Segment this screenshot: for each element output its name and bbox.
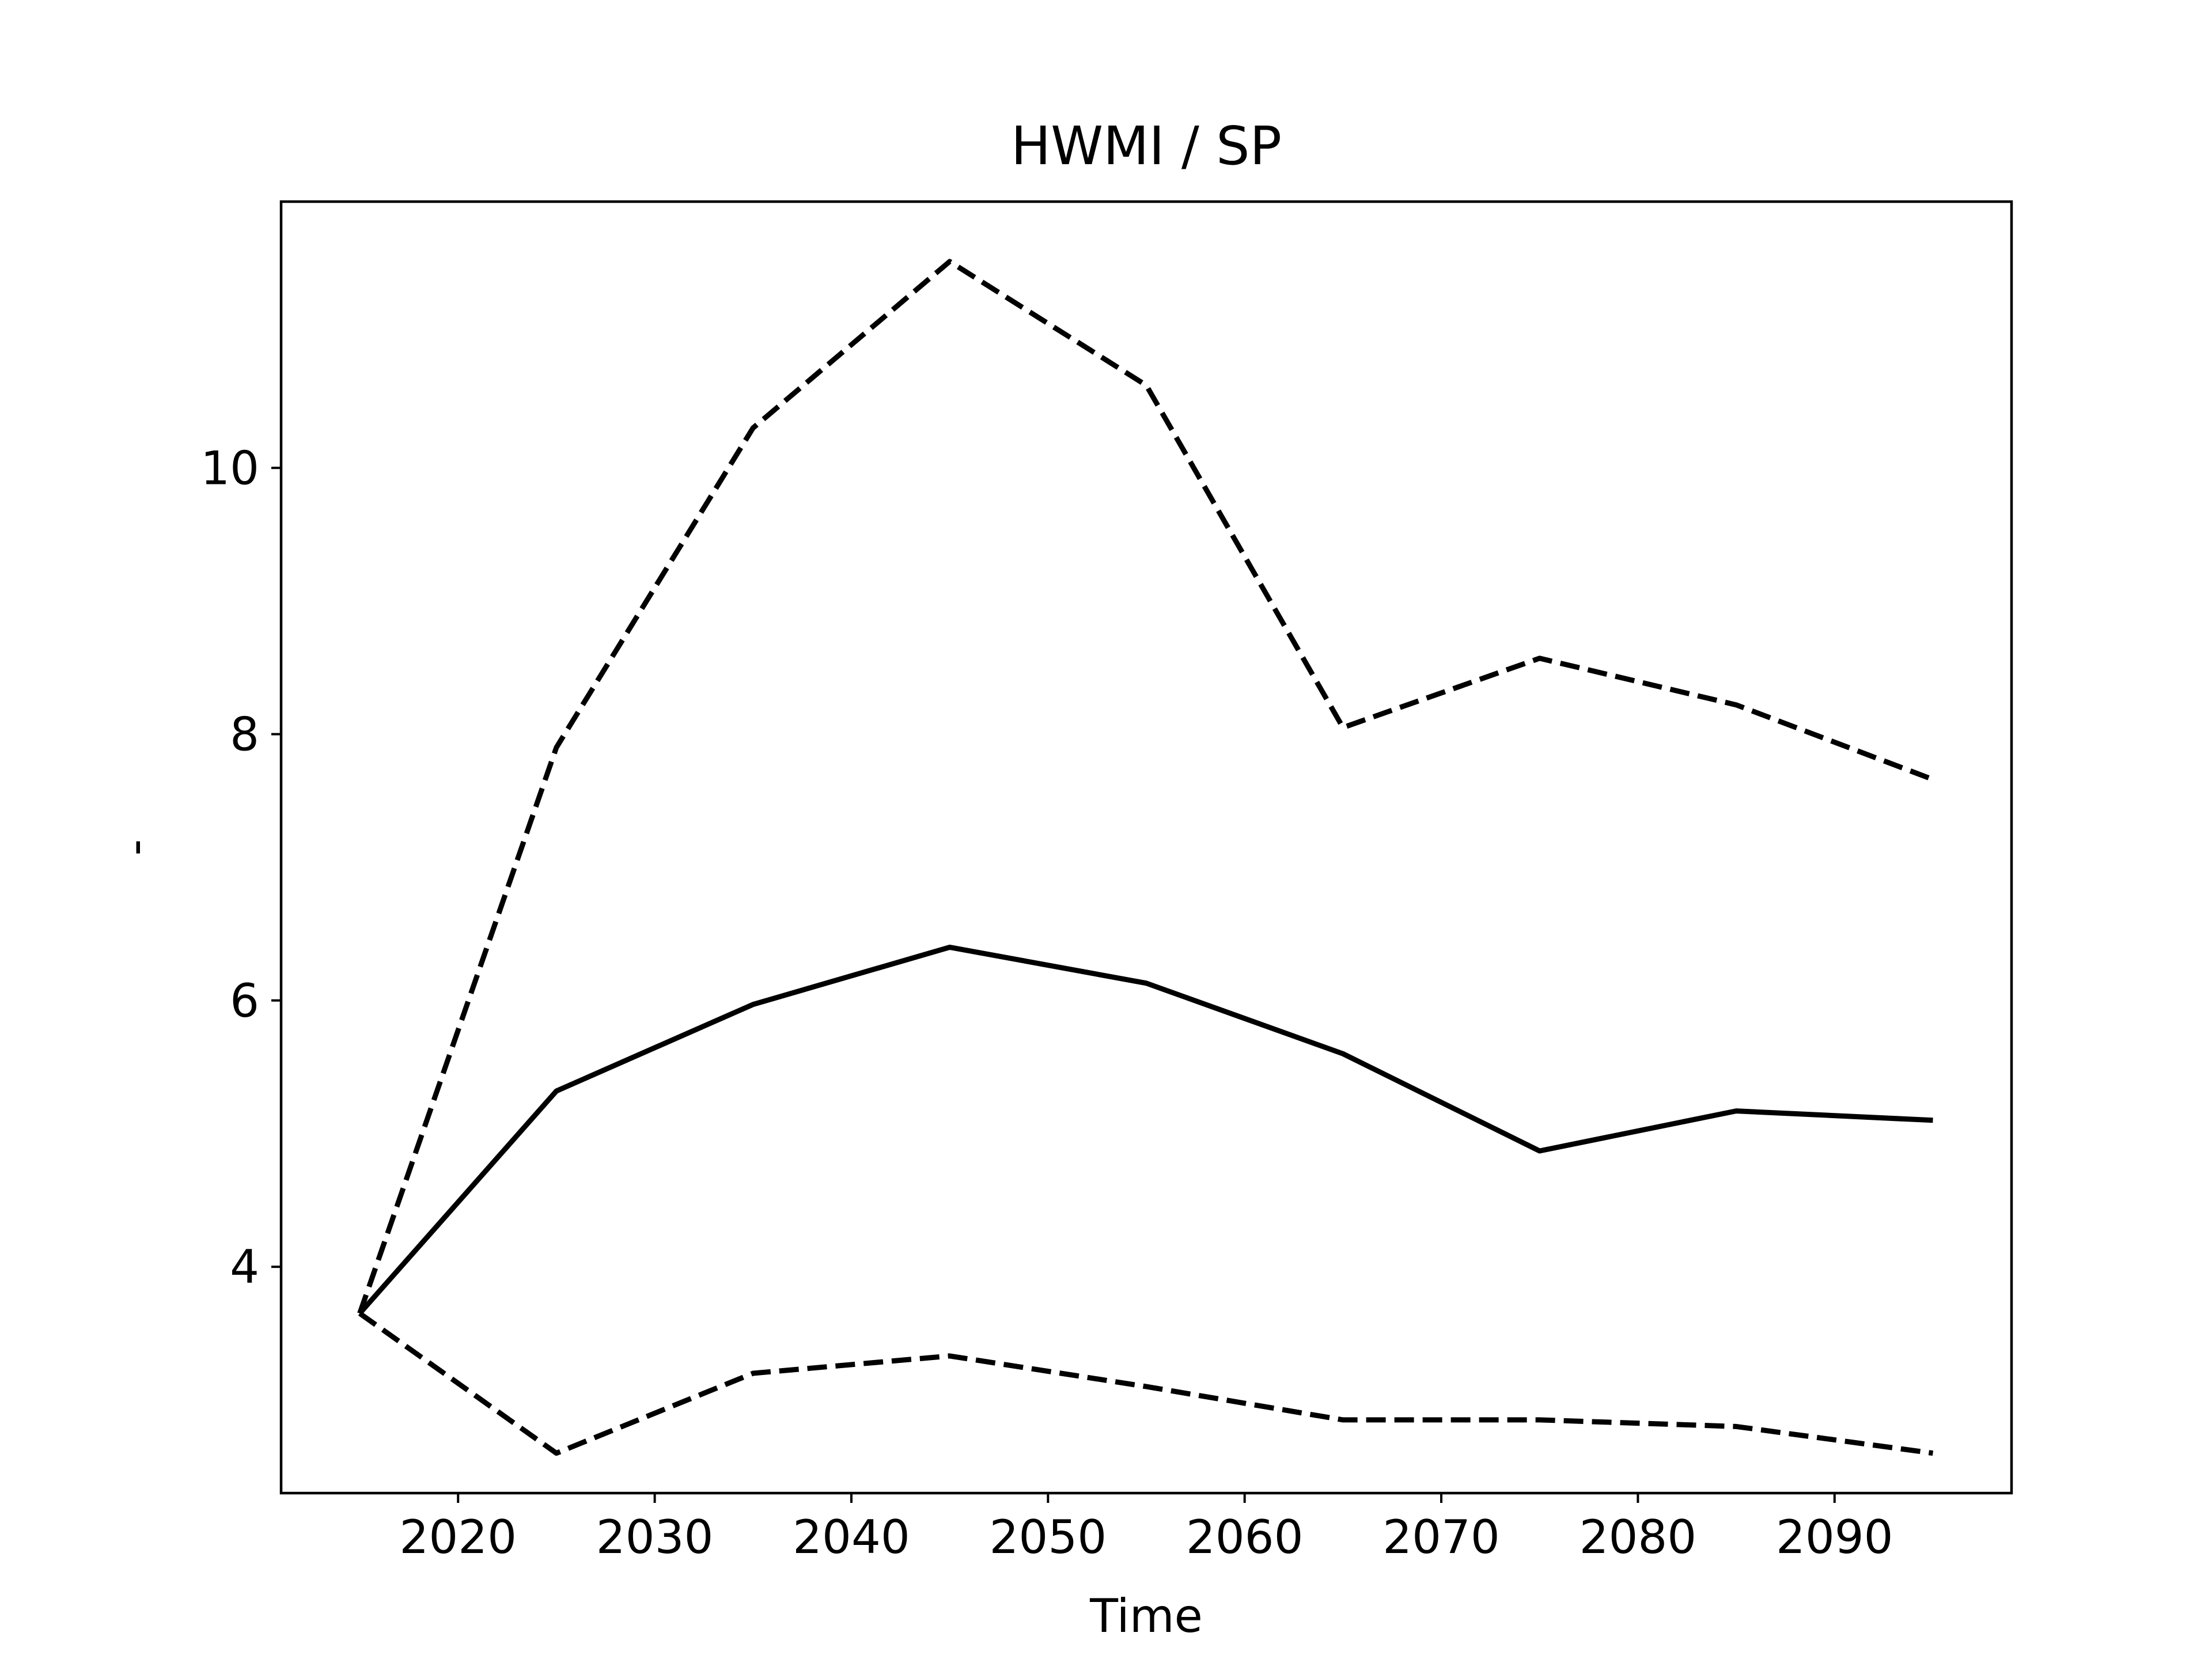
series-line-0 bbox=[358, 944, 1933, 1315]
y-axis: 4 6 8 10 bbox=[200, 441, 281, 1294]
y-tick-label-4: 4 bbox=[230, 1240, 259, 1294]
x-tick-label-2030: 2030 bbox=[596, 1510, 714, 1564]
y-tick-label-10: 10 bbox=[200, 441, 259, 495]
x-tick-label-2070: 2070 bbox=[1382, 1510, 1500, 1564]
y-tick-label-8: 8 bbox=[230, 708, 259, 762]
chart-title: HWMI / SP bbox=[1011, 115, 1282, 177]
x-tick-label-2060: 2060 bbox=[1186, 1510, 1304, 1564]
series-line-2 bbox=[358, 1311, 1934, 1456]
x-tick-label-2040: 2040 bbox=[793, 1510, 910, 1564]
x-axis: 2020 2030 2040 2050 2060 2070 2080 2090 bbox=[399, 1493, 1893, 1564]
y-axis-title: - bbox=[108, 839, 162, 856]
y-tick-label-6: 6 bbox=[230, 974, 259, 1028]
plot-frame bbox=[279, 200, 2013, 1495]
x-tick-label-2050: 2050 bbox=[990, 1510, 1107, 1564]
series-line-1 bbox=[357, 259, 1934, 1315]
plot-area bbox=[357, 259, 1934, 1456]
x-tick-label-2090: 2090 bbox=[1776, 1510, 1893, 1564]
x-tick-label-2080: 2080 bbox=[1580, 1510, 1697, 1564]
x-axis-title: Time bbox=[1089, 1589, 1203, 1643]
x-tick-label-2020: 2020 bbox=[399, 1510, 517, 1564]
